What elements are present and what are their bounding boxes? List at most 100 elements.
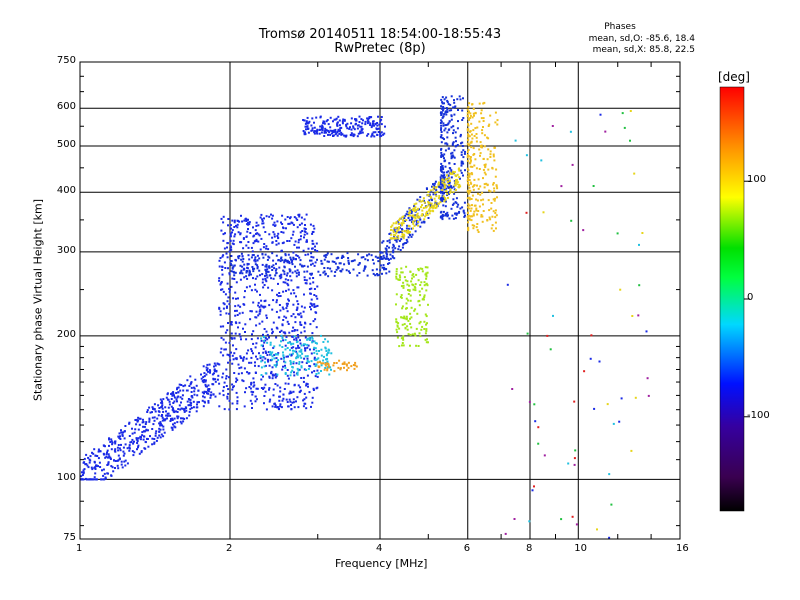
scatter-point (251, 266, 254, 268)
scatter-point (271, 374, 274, 377)
scatter-point (161, 407, 164, 410)
scatter-point (468, 204, 471, 207)
scatter-point (304, 282, 307, 285)
scatter-point (289, 400, 292, 403)
scatter-point (305, 279, 308, 282)
scatter-point (222, 215, 225, 218)
scatter-point (334, 130, 337, 133)
scatter-point (245, 387, 248, 390)
scatter-point (409, 299, 412, 302)
scatter-point (461, 141, 464, 144)
scatter-point (265, 245, 268, 248)
scatter-point (364, 123, 367, 126)
scatter-point (120, 460, 123, 463)
scatter-point (452, 217, 455, 220)
scatter-point (284, 278, 287, 281)
scatter-point (270, 370, 273, 373)
scatter-point (489, 156, 492, 158)
scatter-point (224, 267, 227, 269)
scatter-point (311, 129, 314, 132)
scatter-point (176, 417, 179, 420)
scatter-point (189, 408, 192, 411)
scatter-point (306, 357, 309, 360)
scatter-point (106, 451, 108, 454)
scatter-point (272, 299, 275, 302)
scatter-point (441, 200, 444, 203)
scatter-point (171, 408, 174, 411)
scatter-point (280, 256, 283, 259)
scatter-point (435, 195, 438, 198)
scatter-point (261, 305, 264, 308)
scatter-point (417, 207, 420, 210)
scatter-point (476, 199, 479, 202)
scatter-point (254, 277, 257, 280)
scatter-point (350, 117, 353, 120)
scatter-point (377, 115, 379, 118)
scatter-point (245, 270, 248, 272)
scatter-point (447, 186, 450, 189)
scatter-point (513, 518, 516, 520)
scatter-point (493, 146, 496, 149)
scatter-point (430, 202, 433, 205)
scatter-point (295, 295, 297, 298)
scatter-point (414, 283, 417, 286)
scatter-point (314, 318, 317, 321)
scatter-point (239, 232, 242, 235)
scatter-point (298, 271, 300, 274)
scatter-point (246, 230, 249, 233)
scatter-point (322, 362, 325, 365)
scatter-point (256, 267, 259, 270)
scatter-point (309, 348, 311, 351)
y-tick-label: 600 (56, 101, 76, 113)
scatter-point (271, 366, 274, 369)
scatter-point (93, 466, 96, 469)
scatter-point (236, 379, 239, 382)
scatter-point (226, 300, 229, 303)
scatter-point (237, 363, 240, 366)
scatter-point (219, 283, 222, 286)
scatter-point (400, 337, 403, 340)
scatter-point (477, 178, 480, 181)
scatter-point (402, 222, 405, 225)
scatter-point (395, 293, 398, 296)
scatter-point (439, 186, 442, 189)
scatter-point (458, 95, 461, 98)
scatter-point (454, 201, 457, 204)
scatter-point (255, 238, 258, 241)
scatter-point (286, 369, 289, 371)
scatter-point (323, 258, 326, 261)
scatter-point (269, 353, 272, 356)
scatter-point (480, 109, 483, 112)
scatter-point (250, 256, 253, 259)
scatter-point (292, 230, 295, 233)
scatter-point (473, 114, 475, 117)
scatter-point (421, 213, 424, 215)
scatter-point (343, 362, 346, 365)
scatter-point (193, 393, 196, 396)
scatter-point (492, 153, 495, 156)
scatter-point (378, 273, 381, 276)
scatter-point (247, 241, 250, 243)
scatter-point (286, 216, 289, 218)
scatter-point (237, 257, 240, 260)
scatter-point (139, 417, 142, 420)
scatter-point (138, 452, 141, 455)
scatter-point (485, 182, 488, 185)
scatter-point (439, 190, 442, 193)
scatter-point (463, 152, 466, 155)
scatter-point (245, 338, 248, 341)
scatter-point (225, 375, 228, 378)
scatter-point (277, 295, 280, 298)
scatter-point (314, 375, 317, 378)
scatter-point (386, 253, 389, 256)
scatter-point (455, 197, 458, 200)
scatter-point (306, 343, 309, 346)
scatter-point (405, 265, 408, 268)
scatter-point (191, 396, 194, 399)
scatter-point (409, 294, 412, 297)
scatter-point (425, 277, 428, 280)
scatter-point (374, 255, 377, 258)
scatter-point (492, 155, 495, 158)
scatter-point (420, 221, 423, 224)
scatter-point (263, 284, 266, 286)
